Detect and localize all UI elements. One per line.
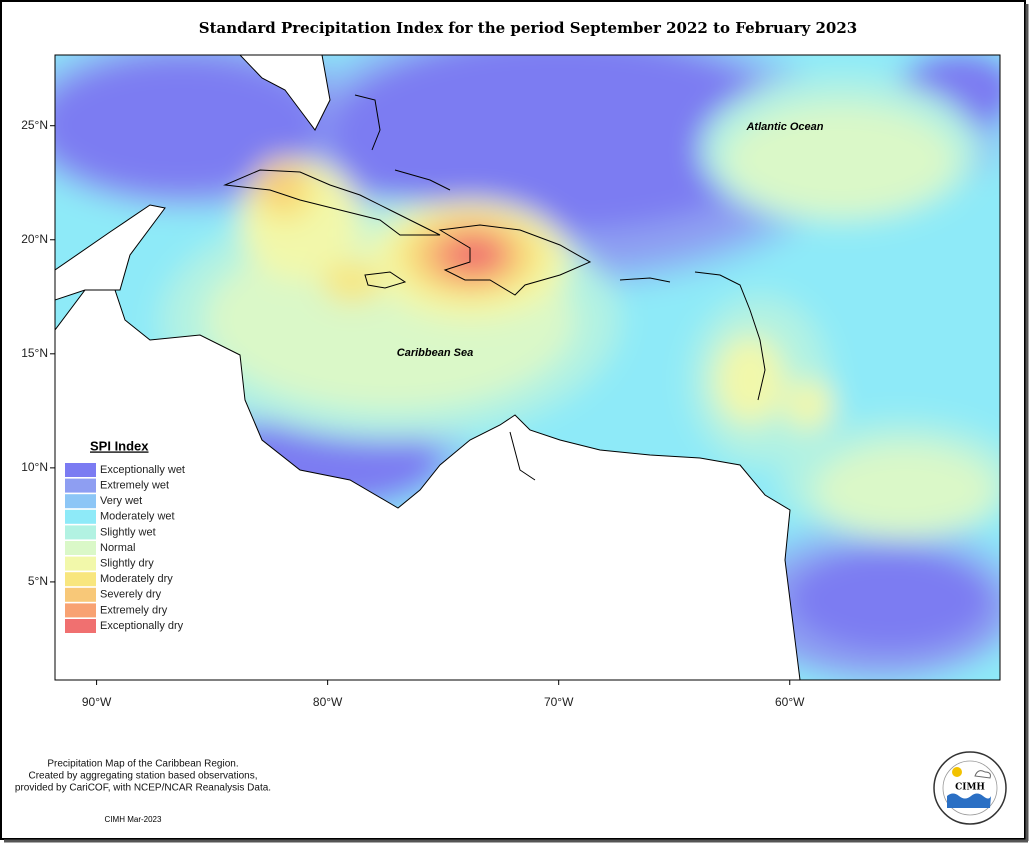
legend-label: Exceptionally dry (100, 620, 184, 632)
logo-text: CIMH (955, 783, 985, 793)
x-tick-label: 90°W (82, 695, 112, 709)
spi-region (262, 167, 298, 203)
legend-title: SPI Index (90, 438, 149, 453)
legend-label: Severely dry (100, 589, 162, 601)
x-tick-label: 80°W (313, 695, 343, 709)
legend-swatch (65, 509, 96, 524)
credit: CIMH Mar-2023 (105, 815, 162, 824)
legend-swatch (65, 587, 96, 602)
legend-swatch (65, 603, 96, 618)
spi-region (447, 237, 503, 273)
legend-label: Very wet (100, 495, 142, 507)
legend-swatch (65, 541, 96, 555)
spi-region (785, 380, 835, 430)
legend-swatch (65, 556, 96, 571)
legend-label: Normal (100, 542, 135, 554)
legend-label: Slightly wet (100, 526, 156, 538)
sea-label: Caribbean Sea (397, 347, 473, 359)
title: Standard Precipitation Index for the per… (199, 19, 857, 37)
note: Precipitation Map of the Caribbean Regio… (47, 759, 238, 770)
legend-label: Moderately dry (100, 573, 173, 585)
legend-label: Extremely wet (100, 480, 169, 492)
note: provided by CariCOF, with NCEP/NCAR Rean… (15, 783, 271, 794)
ocean-label: Atlantic Ocean (745, 121, 823, 133)
spi-region (322, 262, 382, 302)
map-frame (54, 54, 1001, 681)
legend-swatch (65, 478, 96, 493)
spi-region (330, 55, 790, 230)
legend-swatch (65, 463, 96, 477)
legend-label: Extremely dry (100, 604, 168, 616)
spi-region (725, 105, 955, 215)
legend-label: Slightly dry (100, 558, 154, 570)
legend-label: Moderately wet (100, 511, 175, 523)
legend-swatch (65, 619, 96, 633)
spi-region (815, 445, 995, 535)
legend-swatch (65, 494, 96, 509)
island-outlines (223, 94, 766, 481)
x-tick-label: 70°W (544, 695, 574, 709)
spi-region (55, 60, 320, 190)
legend-label: Exceptionally wet (100, 464, 185, 476)
x-tick-label: 60°W (775, 695, 805, 709)
spi-region (790, 550, 990, 650)
spi-region (715, 335, 785, 425)
y-tick-label: 5°N (28, 574, 48, 588)
note: Created by aggregating station based obs… (28, 771, 257, 782)
legend-swatch (65, 572, 96, 587)
y-tick-label: 10°N (21, 460, 48, 474)
land (55, 55, 801, 680)
y-tick-label: 15°N (21, 346, 48, 360)
logo: CIMH (933, 751, 1007, 825)
y-tick-label: 20°N (21, 232, 48, 246)
legend-swatch (65, 525, 96, 540)
y-tick-label: 25°N (21, 118, 48, 132)
